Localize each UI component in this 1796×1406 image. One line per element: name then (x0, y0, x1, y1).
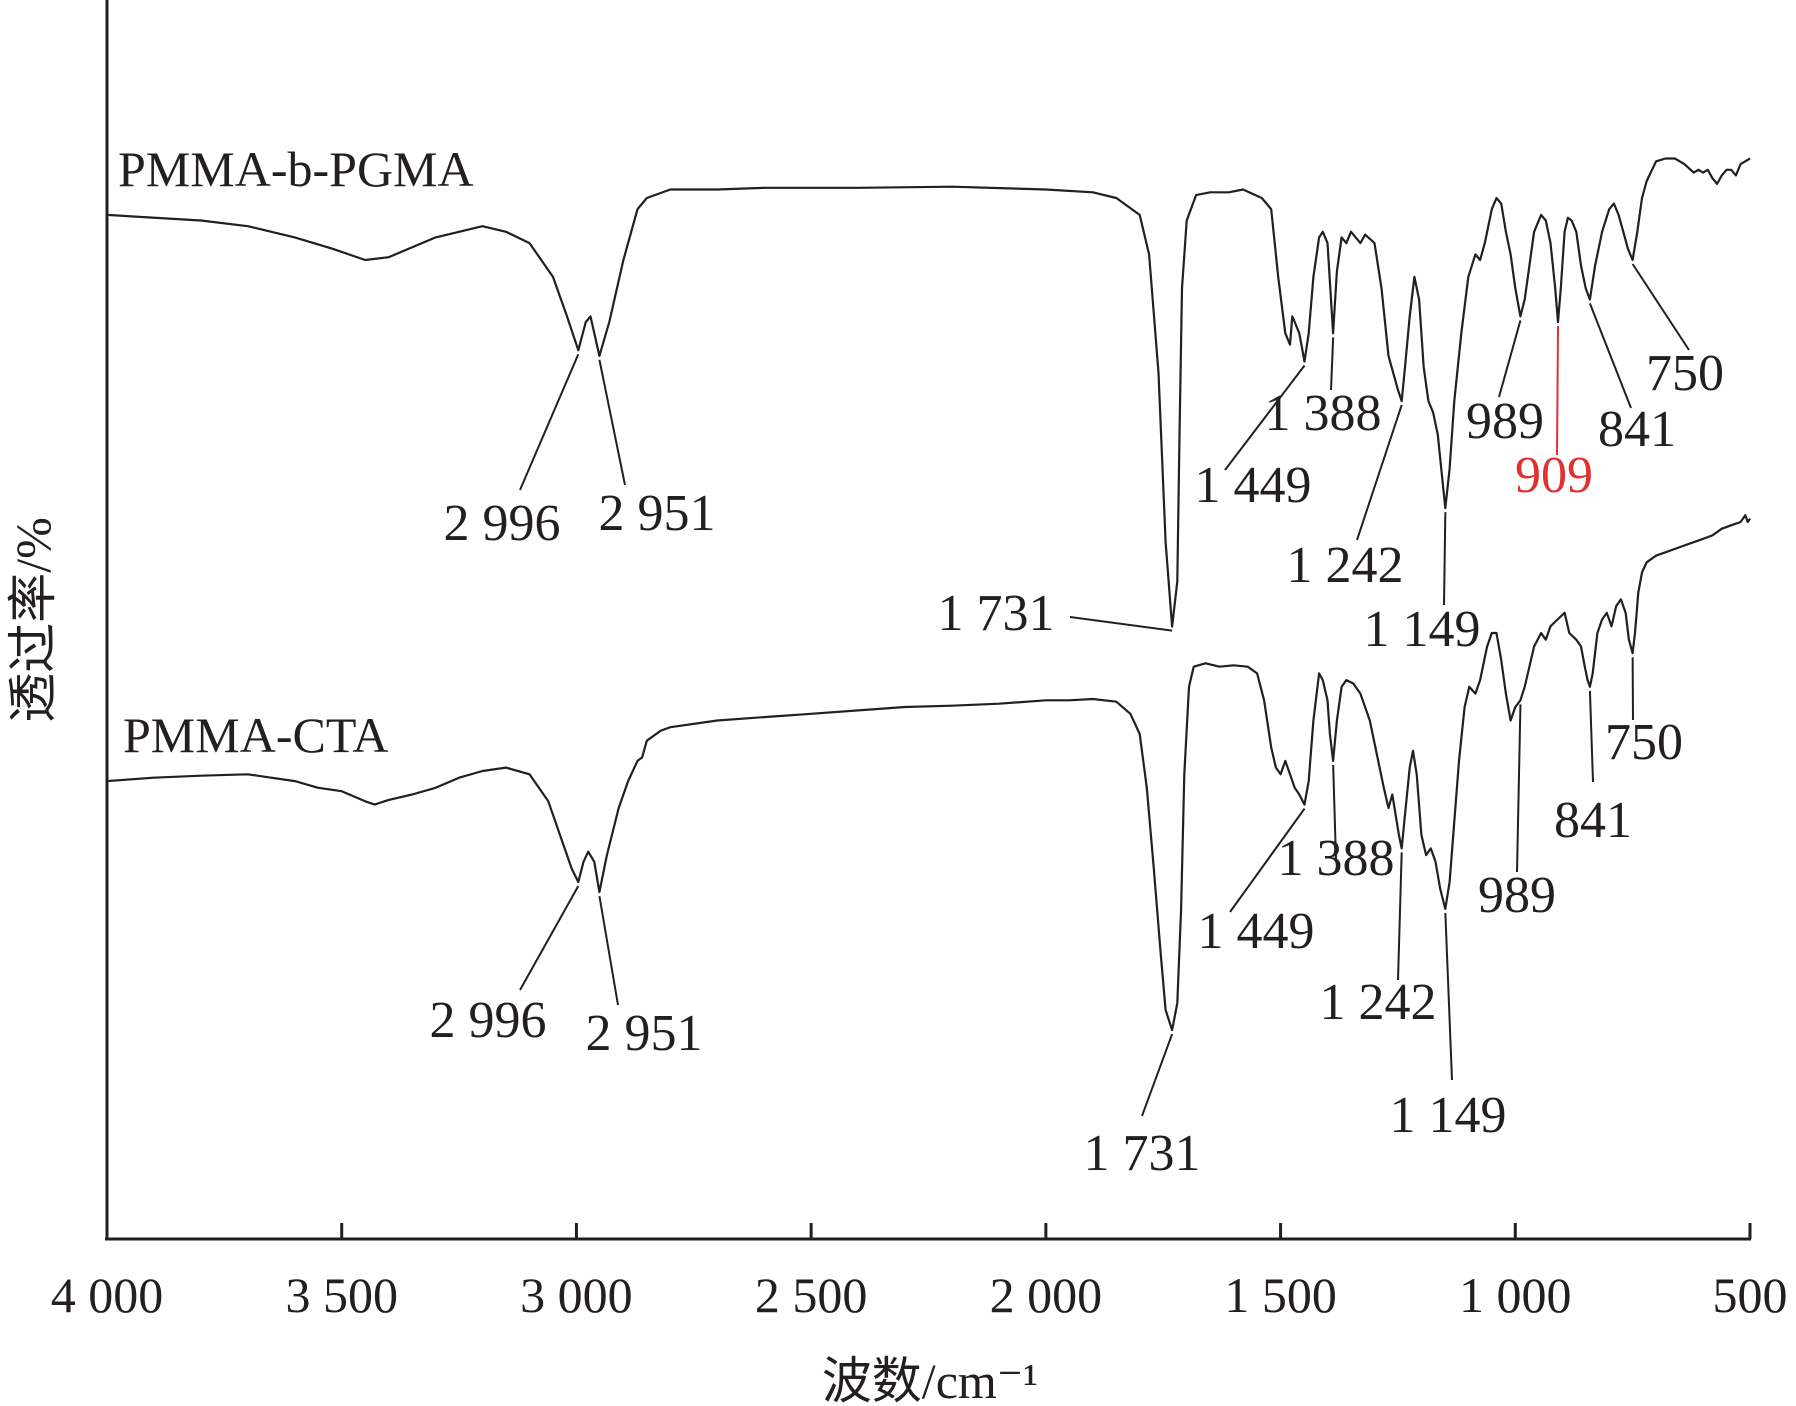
leader-pmma-b-pgma-841 (1588, 303, 1632, 409)
x-tick-label-3500: 3 500 (285, 1267, 398, 1323)
leader-pmma-cta-2951 (598, 895, 619, 1006)
x-tick-label-3000: 3 000 (520, 1267, 633, 1323)
leader-pmma-b-pgma-1388 (1330, 337, 1335, 391)
peak-label-pmma-b-pgma-1149: 1 149 (1364, 601, 1481, 658)
leader-pmma-cta-989 (1516, 704, 1522, 873)
leader-pmma-cta-1731 (1141, 1033, 1174, 1117)
peak-label-pmma-cta-1242: 1 242 (1320, 974, 1437, 1031)
leader-pmma-b-pgma-750 (1631, 263, 1690, 351)
leader-pmma-b-pgma-1731 (1069, 616, 1173, 632)
peak-label-pmma-b-pgma-2951: 2 951 (599, 485, 716, 542)
peak-label-pmma-cta-841: 841 (1554, 792, 1632, 849)
series-line-pmma-b-pgma (106, 157, 1751, 628)
series-label-pmma-cta: PMMA-CTA (123, 707, 388, 763)
peak-label-pmma-b-pgma-989: 989 (1466, 393, 1544, 450)
peak-label-pmma-cta-1149: 1 149 (1390, 1087, 1507, 1144)
x-tick-label-4000: 4 000 (51, 1267, 164, 1323)
series-labels: PMMA-b-PGMA PMMA-CTA (118, 141, 474, 763)
leader-pmma-cta-1242 (1397, 852, 1403, 981)
peak-label-pmma-cta-1388: 1 388 (1278, 830, 1395, 887)
x-tick-label-2500: 2 500 (755, 1267, 868, 1323)
peak-label-pmma-b-pgma-1388: 1 388 (1265, 385, 1382, 442)
leader-pmma-cta-841 (1588, 690, 1594, 783)
series-label-pmma-b-pgma: PMMA-b-PGMA (118, 141, 474, 197)
leader-pmma-cta-2996 (519, 885, 580, 991)
peak-label-pmma-cta-1449: 1 449 (1198, 903, 1315, 960)
peak-label-pmma-b-pgma-2996: 2 996 (444, 495, 561, 552)
x-tick-label-1000: 1 000 (1459, 1267, 1572, 1323)
peak-label-pmma-b-pgma-1731: 1 731 (938, 585, 1055, 642)
y-axis-label: 透过率/% (5, 517, 61, 723)
x-ticks: 4 000 3 500 3 000 2 500 2 000 1 500 1 000 500 (51, 1223, 1788, 1323)
peak-label-pmma-b-pgma-841: 841 (1598, 401, 1676, 458)
peak-label-pmma-b-pgma-1449: 1 449 (1195, 457, 1312, 514)
leader-pmma-b-pgma-1449 (1224, 364, 1306, 471)
peak-label-pmma-cta-989: 989 (1478, 867, 1556, 924)
leader-pmma-b-pgma-2951 (598, 359, 626, 486)
peak-label-pmma-b-pgma-909: 909 (1515, 447, 1593, 504)
leader-pmma-b-pgma-1149 (1443, 512, 1447, 606)
x-axis-label: 波数/cm⁻¹ (822, 1353, 1038, 1406)
peak-label-pmma-cta-2951: 2 951 (586, 1005, 703, 1062)
peak-label-pmma-cta-1731: 1 731 (1084, 1125, 1201, 1182)
peak-label-pmma-b-pgma-750: 750 (1646, 345, 1724, 402)
series-curves (106, 157, 1751, 1032)
leader-pmma-b-pgma-909 (1556, 326, 1560, 456)
leader-pmma-cta-1149 (1444, 912, 1453, 1081)
x-tick-label-500: 500 (1713, 1267, 1788, 1323)
leader-pmma-b-pgma-989 (1498, 320, 1522, 398)
peak-label-pmma-cta-750: 750 (1605, 714, 1683, 771)
x-tick-label-2000: 2 000 (990, 1267, 1103, 1323)
leader-pmma-cta-1388 (1332, 764, 1337, 861)
axes (105, 0, 1751, 1241)
series-line-pmma-cta (106, 514, 1751, 1032)
peak-label-pmma-cta-2996: 2 996 (430, 992, 547, 1049)
x-tick-label-1500: 1 500 (1224, 1267, 1337, 1323)
leader-pmma-b-pgma-2996 (519, 353, 580, 491)
leader-pmma-cta-1449 (1229, 808, 1306, 913)
leader-pmma-b-pgma-1242 (1356, 404, 1403, 541)
peak-label-pmma-b-pgma-1242: 1 242 (1287, 537, 1404, 594)
